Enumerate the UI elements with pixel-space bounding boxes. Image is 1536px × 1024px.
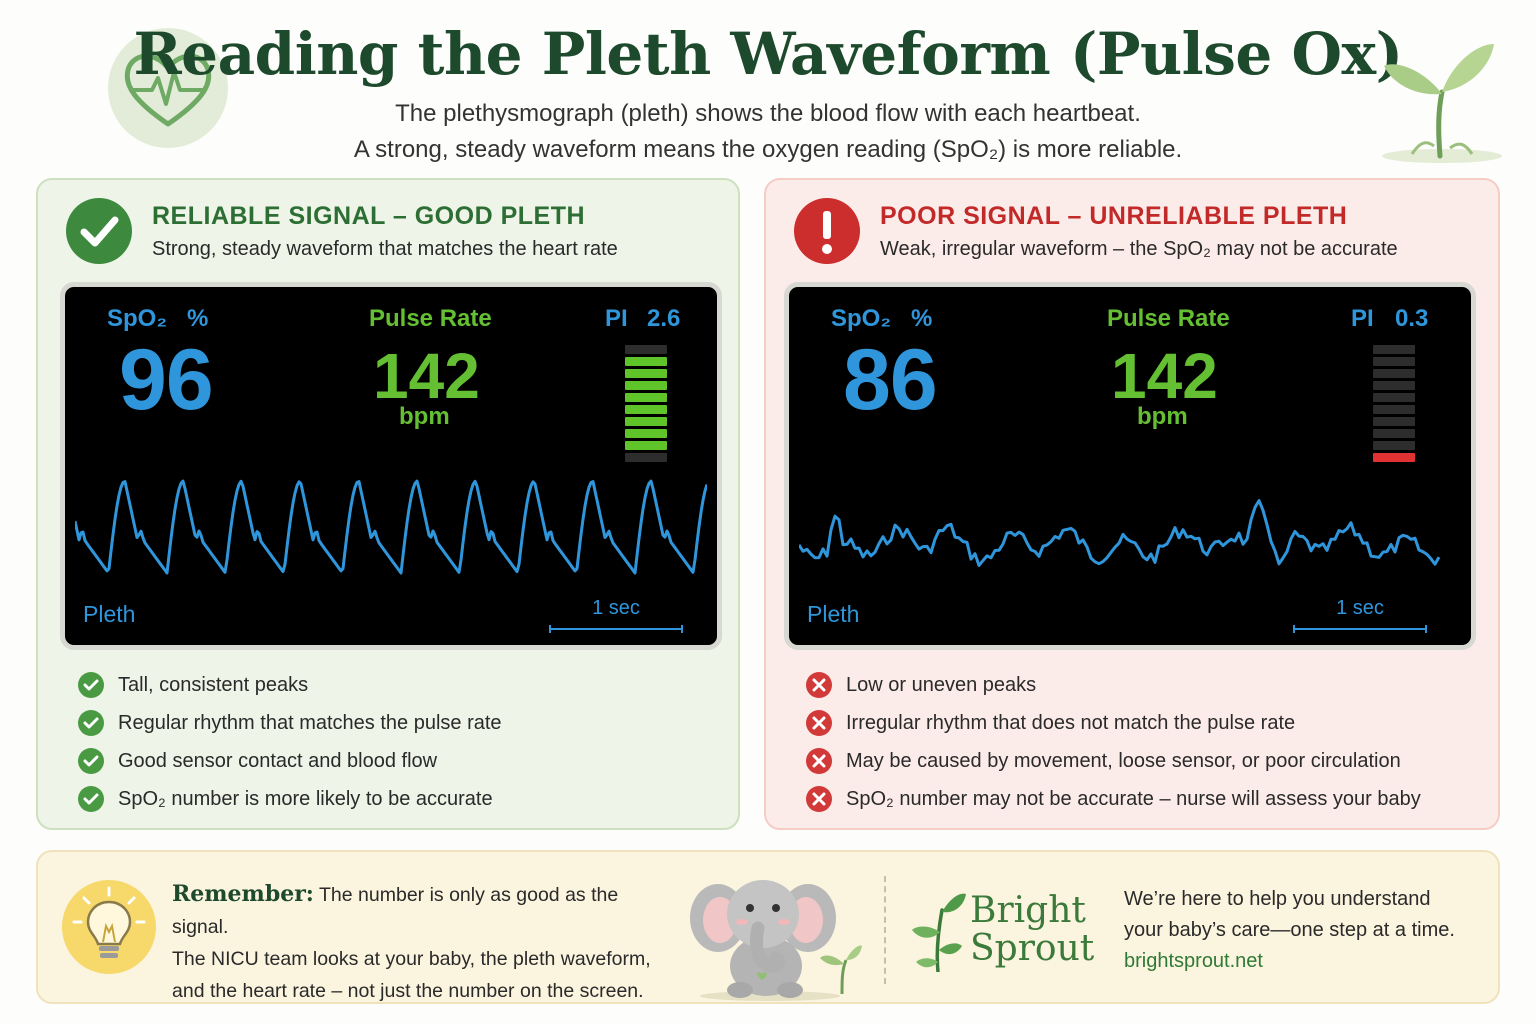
pi-label: PI <box>1351 305 1374 332</box>
list-item: Tall, consistent peaks <box>78 666 502 704</box>
percent-label: % <box>187 305 209 332</box>
pi-bar-segment <box>625 357 667 366</box>
brand-sprout-icon <box>912 893 966 972</box>
perfusion-index-bars <box>625 345 667 465</box>
pi-label: PI <box>605 305 628 332</box>
pleth-waveform-good <box>75 479 707 575</box>
pi-bar-segment <box>625 429 667 438</box>
pi-bar-segment <box>1373 417 1415 426</box>
page-title: Reading the Pleth Waveform (Pulse Ox) <box>133 20 1403 88</box>
pi-bar-segment <box>625 441 667 450</box>
good-signal-panel: RELIABLE SIGNAL – GOOD PLETH Strong, ste… <box>36 178 740 830</box>
time-scale-label: 1 sec <box>1336 597 1384 619</box>
pi-bar-segment <box>625 345 667 354</box>
remember-note: Remember: The number is only as good as … <box>172 881 651 1002</box>
list-item: Low or uneven peaks <box>806 666 1421 704</box>
x-circle-icon <box>806 710 832 736</box>
heart-pulse-icon <box>124 53 212 127</box>
pi-bar-segment <box>625 405 667 414</box>
elephant-illustration <box>690 880 862 1001</box>
subtitle-line-2: A strong, steady waveform means the oxyg… <box>353 136 1183 163</box>
pi-bar-segment <box>1373 345 1415 354</box>
pulse-rate-label: Pulse Rate <box>1107 305 1230 332</box>
pleth-label: Pleth <box>83 601 136 627</box>
pulse-unit: bpm <box>399 403 450 430</box>
pi-bar-segment <box>1373 393 1415 402</box>
website-link[interactable]: brightsprout.net <box>1124 950 1263 972</box>
pi-bar-segment <box>1373 405 1415 414</box>
heart-pulse-badge <box>108 28 228 148</box>
good-monitor-screen: SpO₂ % 96 Pulse Rate 142 bpm PI 2.6 Plet… <box>60 282 722 650</box>
pi-bar-segment <box>1373 429 1415 438</box>
pulse-rate-value: 142 <box>373 340 480 412</box>
pulse-rate-value: 142 <box>1111 340 1218 412</box>
check-circle-icon <box>78 786 104 812</box>
check-circle-icon <box>78 672 104 698</box>
bad-checklist: Low or uneven peaks Irregular rhythm tha… <box>806 666 1421 818</box>
perfusion-index-bars <box>1373 345 1415 465</box>
pi-bar-segment <box>1373 369 1415 378</box>
x-circle-icon <box>806 672 832 698</box>
poor-signal-panel: POOR SIGNAL – UNRELIABLE PLETH Weak, irr… <box>764 178 1500 830</box>
bad-panel-subtitle: Weak, irregular waveform – the SpO₂ may … <box>880 238 1398 260</box>
pi-bar-segment <box>625 369 667 378</box>
bad-panel-title: POOR SIGNAL – UNRELIABLE PLETH <box>880 202 1348 230</box>
pi-bar-segment <box>1373 381 1415 390</box>
pi-value: 0.3 <box>1395 305 1429 332</box>
list-item: Good sensor contact and blood flow <box>78 742 502 780</box>
exclamation-icon <box>794 198 860 264</box>
good-panel-title: RELIABLE SIGNAL – GOOD PLETH <box>152 202 586 230</box>
pi-bar-segment <box>1373 441 1415 450</box>
check-circle-icon <box>78 748 104 774</box>
lightbulb-icon <box>62 880 156 974</box>
footer-banner: Remember: The number is only as good as … <box>36 850 1500 1004</box>
pleth-waveform-poor <box>799 499 1441 567</box>
pi-bar-segment <box>1373 453 1415 462</box>
spo2-label: SpO₂ <box>831 305 891 332</box>
pi-value: 2.6 <box>647 305 681 332</box>
spo2-value: 96 <box>119 332 214 428</box>
pi-bar-segment <box>625 381 667 390</box>
page-subtitle: The plethysmograph (pleth) shows the blo… <box>0 96 1536 168</box>
spo2-label: SpO₂ <box>107 305 167 332</box>
pi-bar-segment <box>625 417 667 426</box>
list-item: Irregular rhythm that does not match the… <box>806 704 1421 742</box>
list-item: Regular rhythm that matches the pulse ra… <box>78 704 502 742</box>
time-scale-label: 1 sec <box>592 597 640 619</box>
check-circle-icon <box>78 710 104 736</box>
good-panel-subtitle: Strong, steady waveform that matches the… <box>152 238 618 260</box>
brand-name: Bright Sprout <box>970 890 1095 969</box>
good-checklist: Tall, consistent peaks Regular rhythm th… <box>78 666 502 818</box>
x-circle-icon <box>806 786 832 812</box>
spo2-value: 86 <box>843 332 938 428</box>
pi-bar-segment <box>625 453 667 462</box>
list-item: May be caused by movement, loose sensor,… <box>806 742 1421 780</box>
pi-bar-segment <box>625 393 667 402</box>
footer-divider <box>884 876 886 984</box>
x-circle-icon <box>806 748 832 774</box>
list-item: SpO₂ number may not be accurate – nurse … <box>806 780 1421 818</box>
list-item: SpO₂ number is more likely to be accurat… <box>78 780 502 818</box>
pulse-rate-label: Pulse Rate <box>369 305 492 332</box>
pulse-unit: bpm <box>1137 403 1188 430</box>
sprout-icon <box>1382 44 1502 163</box>
time-scale-bar <box>549 625 683 633</box>
percent-label: % <box>911 305 933 332</box>
checkmark-icon <box>66 198 132 264</box>
time-scale-bar <box>1293 625 1427 633</box>
subtitle-line-1: The plethysmograph (pleth) shows the blo… <box>395 100 1141 127</box>
remember-heading: Remember: <box>172 881 314 907</box>
pleth-label: Pleth <box>807 601 860 627</box>
brand-tagline: We’re here to help you understand your b… <box>1124 888 1455 941</box>
pi-bar-segment <box>1373 357 1415 366</box>
bad-monitor-screen: SpO₂ % 86 Pulse Rate 142 bpm PI 0.3 Plet… <box>784 282 1476 650</box>
